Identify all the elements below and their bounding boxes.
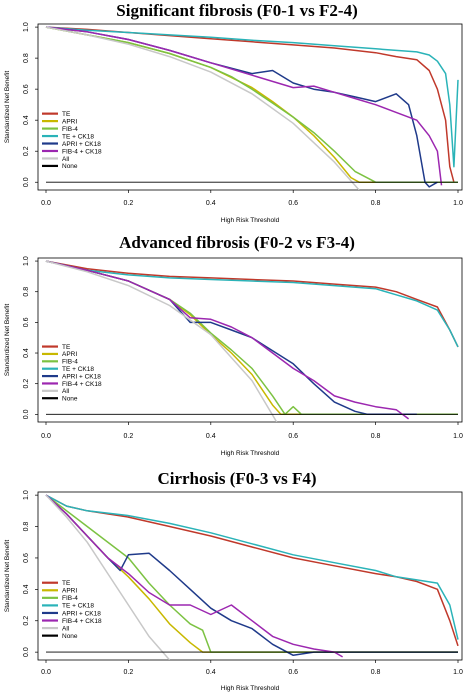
x-tick-label: 0.6 bbox=[288, 433, 298, 440]
x-tick-label: 0.6 bbox=[288, 200, 298, 207]
legend-label: FIB-4 + CK18 bbox=[62, 381, 102, 388]
series-line-apri-ck18 bbox=[45, 494, 458, 657]
y-tick-label: 0.4 bbox=[23, 584, 30, 594]
legend-label: TE + CK18 bbox=[62, 366, 94, 373]
legend-label: None bbox=[62, 633, 78, 640]
series-line-te-ck18 bbox=[45, 260, 459, 348]
plot-frame bbox=[37, 23, 463, 191]
y-tick-label: 0.0 bbox=[23, 177, 30, 187]
chart-panel-1: Significant fibrosis (F0-1 vs F2-4) 0.0 0.… bbox=[4, 1, 463, 224]
x-tick-label: 0.0 bbox=[41, 433, 51, 440]
legend-label: All bbox=[62, 625, 70, 632]
legend-label: APRI + CK18 bbox=[62, 141, 101, 148]
x-tick-label: 0.0 bbox=[41, 669, 51, 676]
legend-label: TE bbox=[62, 580, 71, 587]
y-tick-label: 1.0 bbox=[23, 490, 30, 500]
y-tick-label: 0.0 bbox=[23, 647, 30, 657]
x-axis-label: High Risk Threshold bbox=[221, 217, 280, 224]
legend-label: TE + CK18 bbox=[62, 133, 94, 140]
x-tick-label: 1.0 bbox=[453, 669, 463, 676]
series-group bbox=[45, 26, 459, 190]
series-group bbox=[45, 260, 459, 422]
series-line-te-ck18 bbox=[45, 494, 459, 640]
chart-panel-3: Cirrhosis (F0-3 vs F4) 0.0 0.2 0.4 0.6 0.8 1.0… bbox=[4, 469, 463, 692]
plot-frame bbox=[37, 491, 463, 661]
series-line-all bbox=[45, 260, 278, 422]
series-line-fib-4-ck18 bbox=[45, 260, 410, 420]
chart-title: Advanced fibrosis (F0-2 vs F3-4) bbox=[119, 233, 355, 252]
x-axis-label: High Risk Threshold bbox=[221, 685, 280, 692]
x-tick-label: 0.2 bbox=[124, 669, 134, 676]
x-tick-label: 0.8 bbox=[371, 200, 381, 207]
legend-label: None bbox=[62, 396, 78, 403]
y-tick-label: 0.8 bbox=[23, 522, 30, 532]
series-line-te bbox=[45, 260, 459, 348]
x-tick-label: 0.8 bbox=[371, 669, 381, 676]
y-tick-label: 0.2 bbox=[23, 146, 30, 156]
y-tick-label: 0.0 bbox=[23, 409, 30, 419]
legend-label: APRI bbox=[62, 118, 77, 125]
y-tick-label: 0.2 bbox=[23, 379, 30, 389]
legend-label: FIB-4 bbox=[62, 126, 78, 133]
legend-label: APRI bbox=[62, 351, 77, 358]
y-tick-label: 1.0 bbox=[23, 22, 30, 32]
series-line-te-ck18 bbox=[45, 26, 459, 168]
plot-frame bbox=[37, 257, 463, 423]
legend-label: FIB-4 + CK18 bbox=[62, 618, 102, 625]
series-line-all bbox=[45, 494, 171, 660]
y-axis-label: Standardized Net Benefit bbox=[4, 71, 11, 143]
y-tick-label: 0.8 bbox=[23, 287, 30, 297]
x-tick-label: 1.0 bbox=[453, 200, 463, 207]
y-tick-label: 0.6 bbox=[23, 84, 30, 94]
legend-label: APRI + CK18 bbox=[62, 610, 101, 617]
y-axis-label: Standardized Net Benefit bbox=[4, 304, 11, 376]
legend-label: APRI bbox=[62, 588, 77, 595]
y-tick-label: 0.4 bbox=[23, 115, 30, 125]
legend-label: All bbox=[62, 388, 70, 395]
series-line-all bbox=[45, 26, 360, 190]
y-tick-label: 0.2 bbox=[23, 616, 30, 626]
x-axis-label: High Risk Threshold bbox=[221, 450, 280, 457]
x-tick-label: 0.8 bbox=[371, 433, 381, 440]
series-line-fib-4-ck18 bbox=[45, 494, 343, 658]
x-tick-label: 0.4 bbox=[206, 200, 216, 207]
legend-label: FIB-4 bbox=[62, 595, 78, 602]
y-tick-label: 1.0 bbox=[23, 256, 30, 266]
series-group bbox=[45, 494, 459, 660]
chart-title: Cirrhosis (F0-3 vs F4) bbox=[157, 469, 316, 488]
x-tick-label: 0.4 bbox=[206, 433, 216, 440]
x-tick-label: 0.2 bbox=[124, 433, 134, 440]
x-tick-label: 0.4 bbox=[206, 669, 216, 676]
chart-title: Significant fibrosis (F0-1 vs F2-4) bbox=[116, 1, 357, 20]
legend-label: APRI + CK18 bbox=[62, 373, 101, 380]
legend-label: None bbox=[62, 163, 78, 170]
series-line-apri-ck18 bbox=[45, 260, 417, 416]
legend-label: FIB-4 bbox=[62, 359, 78, 366]
y-tick-label: 0.6 bbox=[23, 317, 30, 327]
y-tick-label: 0.8 bbox=[23, 53, 30, 63]
legend-label: FIB-4 + CK18 bbox=[62, 148, 102, 155]
y-axis-label: Standardized Net Benefit bbox=[4, 540, 11, 612]
x-tick-label: 1.0 bbox=[453, 433, 463, 440]
x-tick-label: 0.0 bbox=[41, 200, 51, 207]
legend-label: TE + CK18 bbox=[62, 603, 94, 610]
series-line-fib-4-ck18 bbox=[45, 26, 443, 186]
series-line-apri-ck18 bbox=[45, 26, 438, 188]
x-tick-label: 0.2 bbox=[124, 200, 134, 207]
x-tick-label: 0.6 bbox=[288, 669, 298, 676]
legend-label: All bbox=[62, 156, 70, 163]
legend-label: TE bbox=[62, 111, 71, 118]
legend-label: TE bbox=[62, 344, 71, 351]
y-tick-label: 0.6 bbox=[23, 553, 30, 563]
y-tick-label: 0.4 bbox=[23, 348, 30, 358]
chart-panel-2: Advanced fibrosis (F0-2 vs F3-4) 0.0 0.2 0.… bbox=[4, 233, 463, 457]
series-line-te bbox=[45, 494, 459, 647]
